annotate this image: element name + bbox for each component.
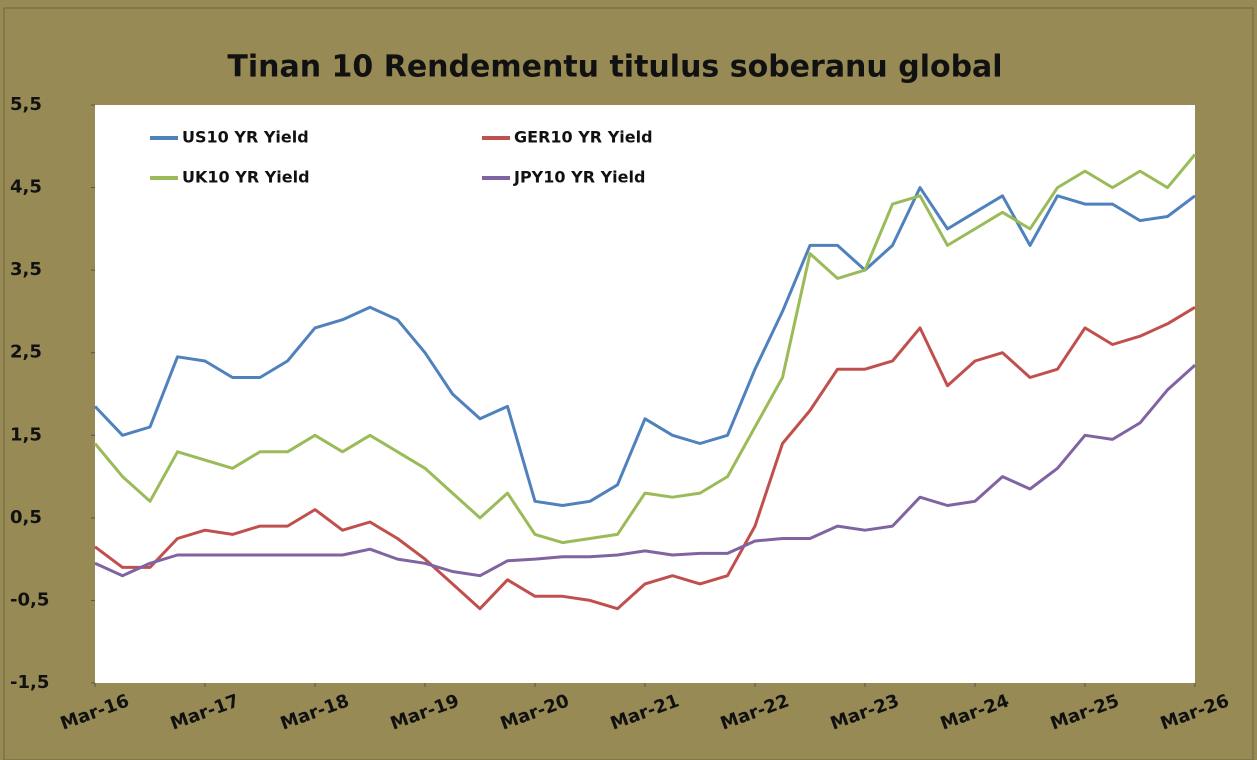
legend-label: JPY10 YR Yield (513, 168, 645, 187)
y-tick-label: 2,5 (10, 342, 42, 363)
y-tick-label: 3,5 (10, 259, 42, 280)
series-line (93, 153, 1197, 545)
legend-label: US10 YR Yield (182, 128, 309, 147)
y-tick-label: -0,5 (10, 589, 49, 610)
legend-label: UK10 YR Yield (182, 168, 310, 187)
series-line (94, 363, 1197, 578)
y-tick-label: 0,5 (10, 507, 42, 528)
series-line (94, 306, 1196, 611)
y-tick-label: 4,5 (10, 177, 42, 198)
y-tick-label: 5,5 (10, 94, 42, 115)
plot-area (95, 105, 1195, 683)
legend-label: GER10 YR Yield (514, 128, 653, 147)
chart-title: Tinan 10 Rendementu titulus soberanu glo… (227, 50, 1002, 85)
y-tick-label: -1,5 (10, 672, 49, 693)
series-line (93, 186, 1196, 507)
y-tick-label: 1,5 (10, 424, 42, 445)
